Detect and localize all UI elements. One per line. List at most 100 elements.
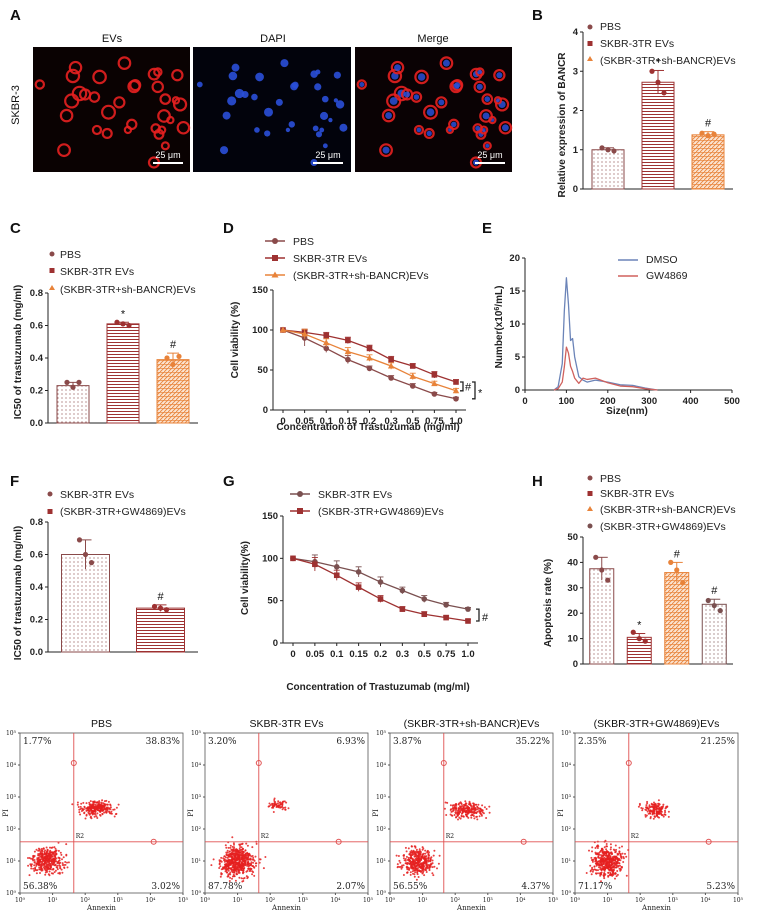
flow-event	[411, 851, 413, 854]
bar	[136, 607, 185, 653]
flow-event	[231, 860, 234, 863]
flow-ylabel: PI	[187, 809, 195, 817]
flow-event	[84, 817, 87, 820]
flow-event	[43, 852, 46, 855]
x-tick-label: 1.0	[449, 416, 462, 427]
flow-event	[255, 862, 258, 865]
ev-cell	[126, 118, 138, 131]
flow-event	[95, 806, 98, 809]
flow-event	[607, 874, 610, 877]
flow-y-tick-label: 10²	[561, 826, 572, 833]
flow-event	[588, 849, 590, 852]
flow-event	[609, 857, 612, 860]
merge-cell-nucleus	[476, 83, 483, 90]
data-point	[409, 363, 416, 369]
data-point	[453, 396, 459, 402]
flow-event	[241, 867, 244, 869]
flow-x-tick-label: 10¹	[603, 897, 613, 904]
flow-x-tick-label: 10⁴	[145, 897, 156, 904]
flow-event	[29, 863, 32, 866]
series-line	[553, 346, 658, 391]
flow-event	[91, 813, 94, 816]
data-point	[126, 322, 132, 329]
flow-event	[621, 845, 623, 848]
flow-event	[594, 847, 597, 849]
flow-event	[433, 849, 436, 852]
flow-event	[237, 854, 240, 857]
flow-event	[609, 873, 612, 876]
flow-event	[35, 864, 38, 867]
flow-event	[597, 856, 600, 859]
flow-event	[605, 861, 608, 864]
flow-event	[39, 858, 42, 861]
data-point	[151, 603, 158, 610]
y-tick-label: 0.0	[30, 647, 43, 658]
flow-event	[107, 800, 110, 803]
flow-event	[234, 879, 237, 882]
row-label: SKBR-3	[10, 85, 22, 125]
flow-event	[61, 871, 64, 874]
flow-event	[414, 871, 417, 874]
flow-event	[246, 858, 249, 861]
flow-event	[31, 858, 34, 861]
flow-event	[605, 848, 608, 851]
legend-c-1: SKBR-3TR EVs	[60, 266, 134, 278]
legend-g: SKBR-3TR EVs (SKBR-3TR+GW4869)EVs	[290, 489, 444, 518]
bar	[591, 149, 625, 190]
flow-event	[603, 846, 606, 849]
flow-event	[53, 846, 56, 849]
data-point	[345, 356, 351, 363]
flow-event	[43, 850, 46, 853]
dapi-nucleus	[315, 69, 321, 75]
flow-event	[470, 804, 472, 807]
flow-event	[33, 855, 36, 857]
legend-marker-pbs	[587, 24, 593, 30]
merge-cell-nucleus	[496, 72, 503, 79]
flow-event	[233, 871, 236, 874]
flow-event	[458, 805, 461, 808]
flow-event	[613, 863, 616, 866]
flow-event	[425, 869, 428, 872]
flow-event	[56, 861, 59, 864]
flow-y-tick-label: 10³	[191, 794, 202, 801]
flow-event	[418, 848, 421, 851]
x-tick-label: 0.2	[374, 649, 387, 660]
flow-x-tick-label: 10⁰	[15, 897, 26, 904]
flow-event	[648, 804, 651, 807]
legend-marker-skbr	[587, 491, 593, 496]
flow-event	[241, 861, 243, 864]
flow-event	[618, 846, 621, 849]
ev-cell	[101, 127, 113, 140]
flow-event	[470, 816, 473, 819]
flow-event	[250, 867, 253, 870]
flow-event	[240, 877, 243, 880]
flow-event	[602, 858, 605, 861]
flow-event	[219, 875, 222, 878]
flow-event	[605, 859, 608, 861]
flow-event	[607, 862, 610, 865]
legend-g-0: SKBR-3TR EVs	[318, 489, 392, 501]
flow-event	[615, 866, 618, 869]
y-tick-label: 30	[567, 583, 578, 594]
flow-event	[428, 851, 430, 854]
flow-event	[249, 858, 252, 861]
flow-event	[407, 856, 410, 859]
ev-cell	[34, 79, 46, 90]
flow-event	[409, 871, 412, 874]
flow-event	[239, 863, 242, 866]
panel-c-label: C	[10, 220, 21, 237]
bar	[56, 385, 90, 424]
legend-marker-gw4869	[47, 509, 53, 514]
legend-marker-pbs	[587, 475, 593, 481]
flow-event	[655, 804, 658, 807]
flow-event	[608, 868, 611, 871]
y-tick-label: 15	[509, 286, 520, 297]
significance-mark: #	[157, 591, 164, 603]
bar	[156, 359, 190, 424]
flow-event	[52, 868, 55, 871]
flow-event	[600, 864, 603, 867]
flow-event	[60, 853, 63, 856]
flow-event	[271, 802, 274, 805]
flow-event	[646, 806, 648, 809]
flow-x-tick-label: 10²	[80, 897, 91, 904]
